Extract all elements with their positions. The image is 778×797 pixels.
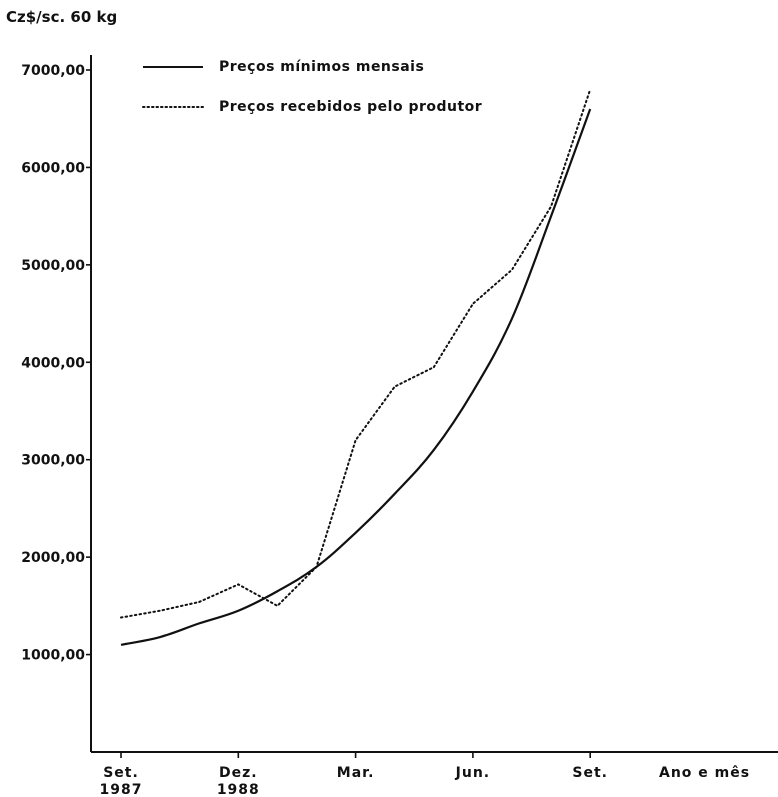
- series-line-minimum-prices: [120, 108, 592, 646]
- series-line-producer-prices: [120, 88, 592, 619]
- y-tick-label: 7000,00: [21, 63, 85, 79]
- y-tick-label: 3000,00: [21, 453, 85, 469]
- y-axis-ticks: 1000,00 2000,00 3000,00 4000,00 5000,00 6000,…: [21, 63, 91, 664]
- y-tick-label: 4000,00: [21, 355, 85, 371]
- x-tick-label: Jun.: [455, 765, 490, 781]
- x-tick-label: Mar.: [337, 765, 375, 781]
- y-tick-label: 6000,00: [21, 160, 85, 176]
- x-tick-label: Dez.: [219, 765, 258, 781]
- y-tick-label: 5000,00: [21, 258, 85, 274]
- x-tick-year-label: 1987: [100, 782, 143, 797]
- x-tick-label: Set.: [572, 765, 608, 781]
- series-layer: [120, 88, 592, 646]
- y-tick-label: 2000,00: [21, 550, 85, 566]
- legend: Preços mínimos mensais Preços recebidos …: [142, 59, 482, 115]
- legend-label-producer-prices: Preços recebidos pelo produtor: [219, 99, 482, 115]
- x-tick-year-label: 1988: [217, 782, 260, 797]
- y-tick-label: 1000,00: [21, 648, 85, 664]
- x-tick-label: Set.: [103, 765, 139, 781]
- x-axis-label: Ano e mês: [659, 765, 750, 781]
- legend-label-minimum-prices: Preços mínimos mensais: [219, 59, 424, 75]
- y-axis-label: Cz$/sc. 60 kg: [6, 8, 117, 26]
